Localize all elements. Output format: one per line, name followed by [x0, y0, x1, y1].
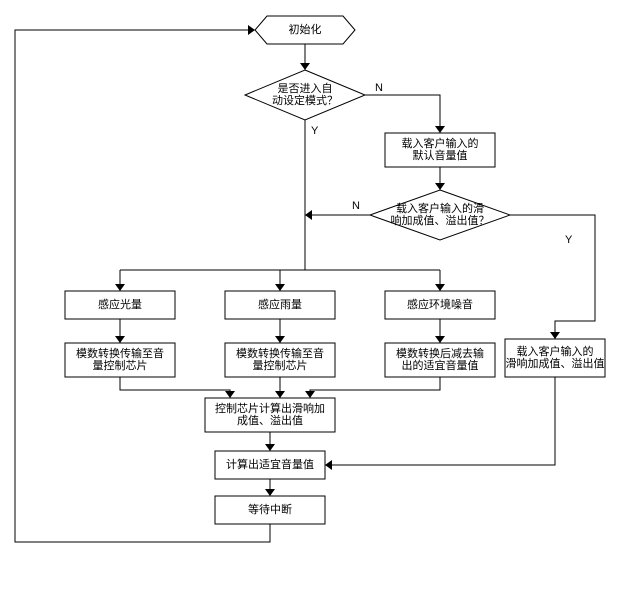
svg-text:响加成值、溢出值？: 响加成值、溢出值？ [391, 213, 490, 227]
flowchart-svg: 初始化是否进入自动设定模式？载入客户输入的默认音量值载入客户输入的滑响加成值、溢… [0, 0, 618, 600]
svg-text:模数转换后减去输: 模数转换后减去输 [396, 346, 484, 360]
svg-text:载入客户输入的: 载入客户输入的 [517, 344, 594, 358]
svg-text:量控制芯片: 量控制芯片 [93, 358, 148, 372]
svg-text:载入客户输入的滑: 载入客户输入的滑 [396, 201, 484, 215]
svg-text:感应环境噪音: 感应环境噪音 [407, 297, 473, 311]
svg-text:控制芯片计算出滑响加: 控制芯片计算出滑响加 [215, 401, 325, 415]
svg-text:N: N [352, 200, 360, 212]
svg-text:Y: Y [565, 234, 573, 246]
svg-text:是否进入自: 是否进入自 [278, 82, 333, 95]
svg-text:感应光量: 感应光量 [98, 297, 142, 311]
svg-text:初始化: 初始化 [289, 22, 322, 36]
svg-text:N: N [375, 82, 383, 94]
svg-text:量控制芯片: 量控制芯片 [253, 358, 308, 372]
svg-text:计算出适宜音量值: 计算出适宜音量值 [226, 457, 314, 471]
svg-text:模数转换传输至音: 模数转换传输至音 [76, 346, 164, 360]
svg-text:Y: Y [311, 125, 319, 137]
svg-text:动设定模式？: 动设定模式？ [272, 93, 338, 107]
svg-text:成值、溢出值: 成值、溢出值 [237, 413, 303, 427]
svg-text:出的适宜音量值: 出的适宜音量值 [402, 358, 479, 372]
svg-text:模数转换传输至音: 模数转换传输至音 [236, 346, 324, 360]
svg-text:载入客户输入的: 载入客户输入的 [402, 136, 479, 150]
svg-text:感应雨量: 感应雨量 [258, 297, 302, 311]
svg-text:等待中断: 等待中断 [248, 502, 292, 516]
svg-text:默认音量值: 默认音量值 [413, 148, 468, 162]
svg-text:滑响加成值、溢出值: 滑响加成值、溢出值 [506, 356, 605, 370]
